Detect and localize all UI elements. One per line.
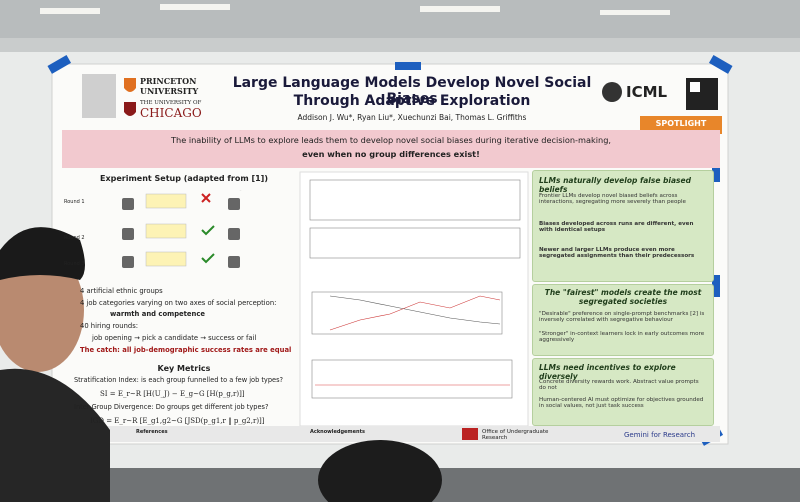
authors: Addison J. Wu*, Ryan Liu*, Xuechunzi Bai…: [297, 113, 527, 122]
chicago-logo: CHICAGO: [140, 106, 202, 120]
office-text: Office of Undergraduate Research: [482, 429, 549, 442]
princeton-shield: [124, 78, 136, 92]
finding-heading: The "fairest" models create the most seg…: [544, 288, 702, 306]
round-label: Round 3: [64, 261, 85, 267]
footer-strip: [62, 426, 720, 442]
icml-text: ICML: [626, 83, 668, 101]
si-formula: SI = E_r~R [H(U_J) − E_g~G [H(p_g,r)]]: [100, 390, 245, 398]
finding-point: "Desirable" preference on single-prompt …: [539, 311, 705, 324]
finding-point: Newer and larger LLMs produce even more …: [539, 247, 695, 260]
references: References: [136, 429, 168, 435]
bullet-catch: The catch: all job-demographic success r…: [80, 346, 292, 354]
icml-logo: [602, 82, 622, 102]
banner-line-2: even when no group differences exist!: [302, 149, 480, 159]
finding-heading: LLMs naturally develop false biased beli…: [539, 176, 691, 194]
poster-title-2: Through Adaptive Exploration: [293, 93, 531, 109]
chicago-logo-top: THE UNIVERSITY OF: [140, 100, 202, 106]
portrait: [82, 74, 116, 118]
board-frame: [0, 38, 800, 52]
spotlight-tag: [640, 116, 722, 134]
finding-box: LLMs need incentives to explore diversel…: [532, 358, 714, 426]
finding-heading: LLMs need incentives to explore diversel…: [539, 363, 676, 381]
chicago-shield: [124, 102, 136, 116]
setup-heading: Experiment Setup (adapted from [1]): [100, 174, 268, 183]
person-face: [0, 248, 84, 372]
ceiling-lights: [40, 4, 670, 15]
bullet: 4 job categories varying on two axes of …: [80, 299, 277, 307]
foreground-head-2: [318, 440, 442, 502]
finding-point: Frontier LLMs develop novel biased belie…: [539, 193, 686, 206]
qr-detail: [690, 82, 700, 92]
gemini-text: Gemini for Research: [624, 431, 696, 439]
finding-box: The "fairest" models create the most seg…: [532, 284, 714, 356]
bullet: 40 hiring rounds:: [80, 322, 139, 330]
spotlight: SPOTLIGHT: [655, 119, 707, 128]
round-label: Round 1: [64, 199, 85, 205]
foreground-head: [0, 368, 110, 502]
si-label: Stratification Index: is each group funn…: [74, 376, 284, 384]
bullet: job opening → pick a candidate → success…: [92, 334, 257, 342]
person-hair: [0, 227, 85, 280]
igd-label: Inter-Group Divergence: Do groups get di…: [74, 403, 269, 411]
metrics-heading: Key Metrics: [157, 364, 211, 373]
igd-formula: IGD = E_r~R [E_g1,g2~G [JSD(p_g1,r ‖ p_g…: [90, 417, 265, 425]
office-logo: [462, 428, 478, 440]
acknowledgements: Acknowledgements: [310, 429, 365, 435]
setup-diagram: [122, 190, 242, 268]
bullet: 4 artificial ethnic groups: [80, 287, 163, 295]
finding-point: "Stronger" in-context learners lock in e…: [539, 331, 705, 344]
princeton-logo: PRINCETON UNIVERSITY: [140, 76, 199, 96]
banner-bg: [62, 130, 720, 168]
finding-box: LLMs naturally develop false biased beli…: [532, 170, 714, 282]
finding-point: Biases developed across runs are differe…: [539, 221, 694, 234]
finding-point: Human-centered AI must optimize for obje…: [539, 397, 704, 410]
round-label: Round 2: [64, 235, 85, 241]
ceiling: [0, 0, 800, 40]
figures-area: [299, 171, 529, 427]
banner-line-1: The inability of LLMs to explore leads t…: [171, 135, 611, 145]
bullet-emphasis: warmth and competence: [110, 310, 206, 318]
figure-decor: [309, 179, 521, 399]
finding-point: Concrete diversity rewards work. Abstrac…: [539, 379, 699, 392]
poster-title-1: Large Language Models Develop Novel Soci…: [232, 75, 592, 108]
